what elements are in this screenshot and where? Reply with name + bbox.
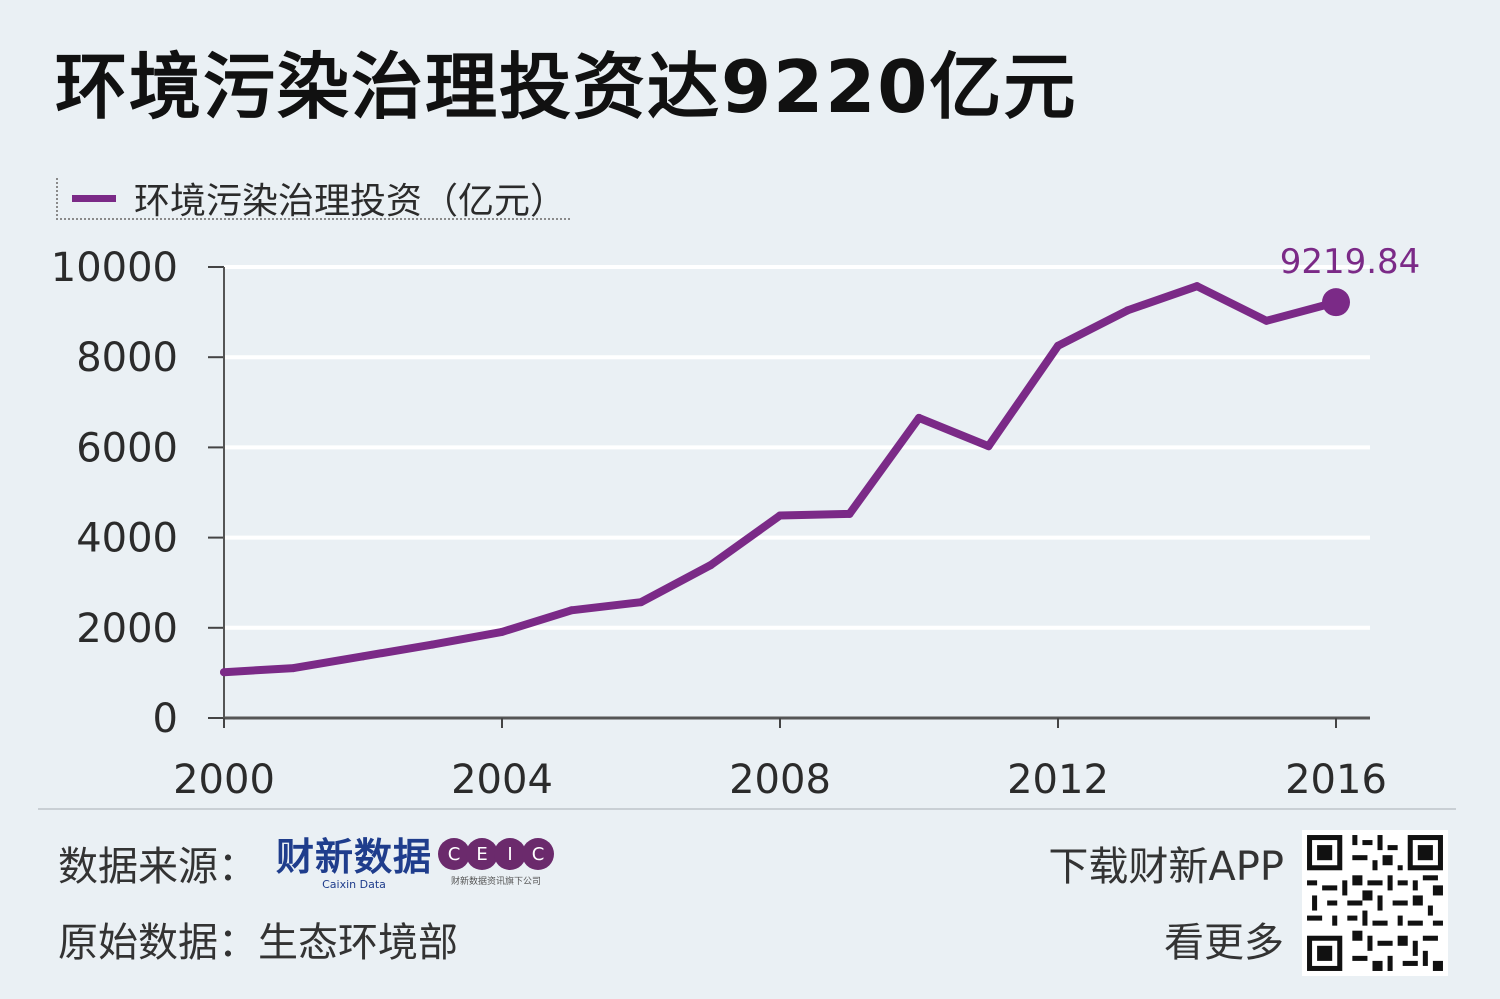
data-point xyxy=(706,561,715,570)
series-line xyxy=(220,282,1340,677)
y-tick-label: 6000 xyxy=(76,425,178,471)
ceic-logo: C E I C 财新数据资讯旗下公司 xyxy=(438,838,554,887)
data-point xyxy=(289,664,298,673)
y-tick-label: 4000 xyxy=(76,516,178,562)
source-label: 数据来源： xyxy=(58,844,258,890)
data-label: 9219.84 xyxy=(1280,242,1421,282)
data-point xyxy=(428,640,437,649)
data-point xyxy=(915,413,923,422)
ceic-sub: 财新数据资讯旗下公司 xyxy=(450,877,541,887)
x-tick-label: 2012 xyxy=(1007,757,1109,803)
ceic-letter: E xyxy=(466,838,498,870)
ceic-letter: C xyxy=(438,838,470,870)
x-tick-label: 2000 xyxy=(173,757,275,803)
y-tick-label: 0 xyxy=(153,696,178,742)
data-point xyxy=(1193,282,1201,291)
data-point xyxy=(845,509,854,518)
data-point xyxy=(1054,341,1062,350)
data-point xyxy=(984,442,993,451)
chart-title: 环境污染治理投资达9220亿元 xyxy=(55,45,1078,129)
qr-code-icon[interactable] xyxy=(1302,830,1448,976)
data-point xyxy=(498,627,506,636)
legend-swatch xyxy=(72,194,116,202)
original-data-row: 原始数据：生态环境部 xyxy=(58,910,458,968)
data-point xyxy=(359,652,367,661)
ceic-letter: I xyxy=(494,838,526,870)
last-point-marker xyxy=(1322,288,1350,317)
brand-sub: Caixin Data xyxy=(322,878,386,891)
x-tick-label: 2008 xyxy=(729,757,831,803)
x-tick-label: 2004 xyxy=(451,757,553,803)
caixin-data-logo: 财新数据 Caixin Data xyxy=(276,836,432,892)
y-tick-label: 2000 xyxy=(76,606,178,652)
data-point xyxy=(776,511,784,520)
data-point xyxy=(637,598,645,607)
brand-main: 财新数据 xyxy=(276,835,433,879)
download-app-text: 下载财新APP xyxy=(1048,844,1284,890)
y-tick-label: 8000 xyxy=(76,335,178,381)
legend-label: 环境污染治理投资（亿元） xyxy=(134,181,567,222)
data-point xyxy=(567,606,576,615)
original-value: 生态环境部 xyxy=(258,920,458,966)
original-label: 原始数据： xyxy=(58,920,258,966)
data-point xyxy=(220,668,228,677)
data-point xyxy=(1262,316,1271,325)
x-tick-label: 2016 xyxy=(1285,757,1387,803)
data-point xyxy=(1123,306,1132,315)
footer-divider xyxy=(38,808,1456,810)
legend: 环境污染治理投资（亿元） xyxy=(56,178,571,222)
see-more-text: 看更多 xyxy=(1164,920,1284,966)
ceic-letter: C xyxy=(522,838,554,870)
y-tick-label: 10000 xyxy=(51,245,178,291)
